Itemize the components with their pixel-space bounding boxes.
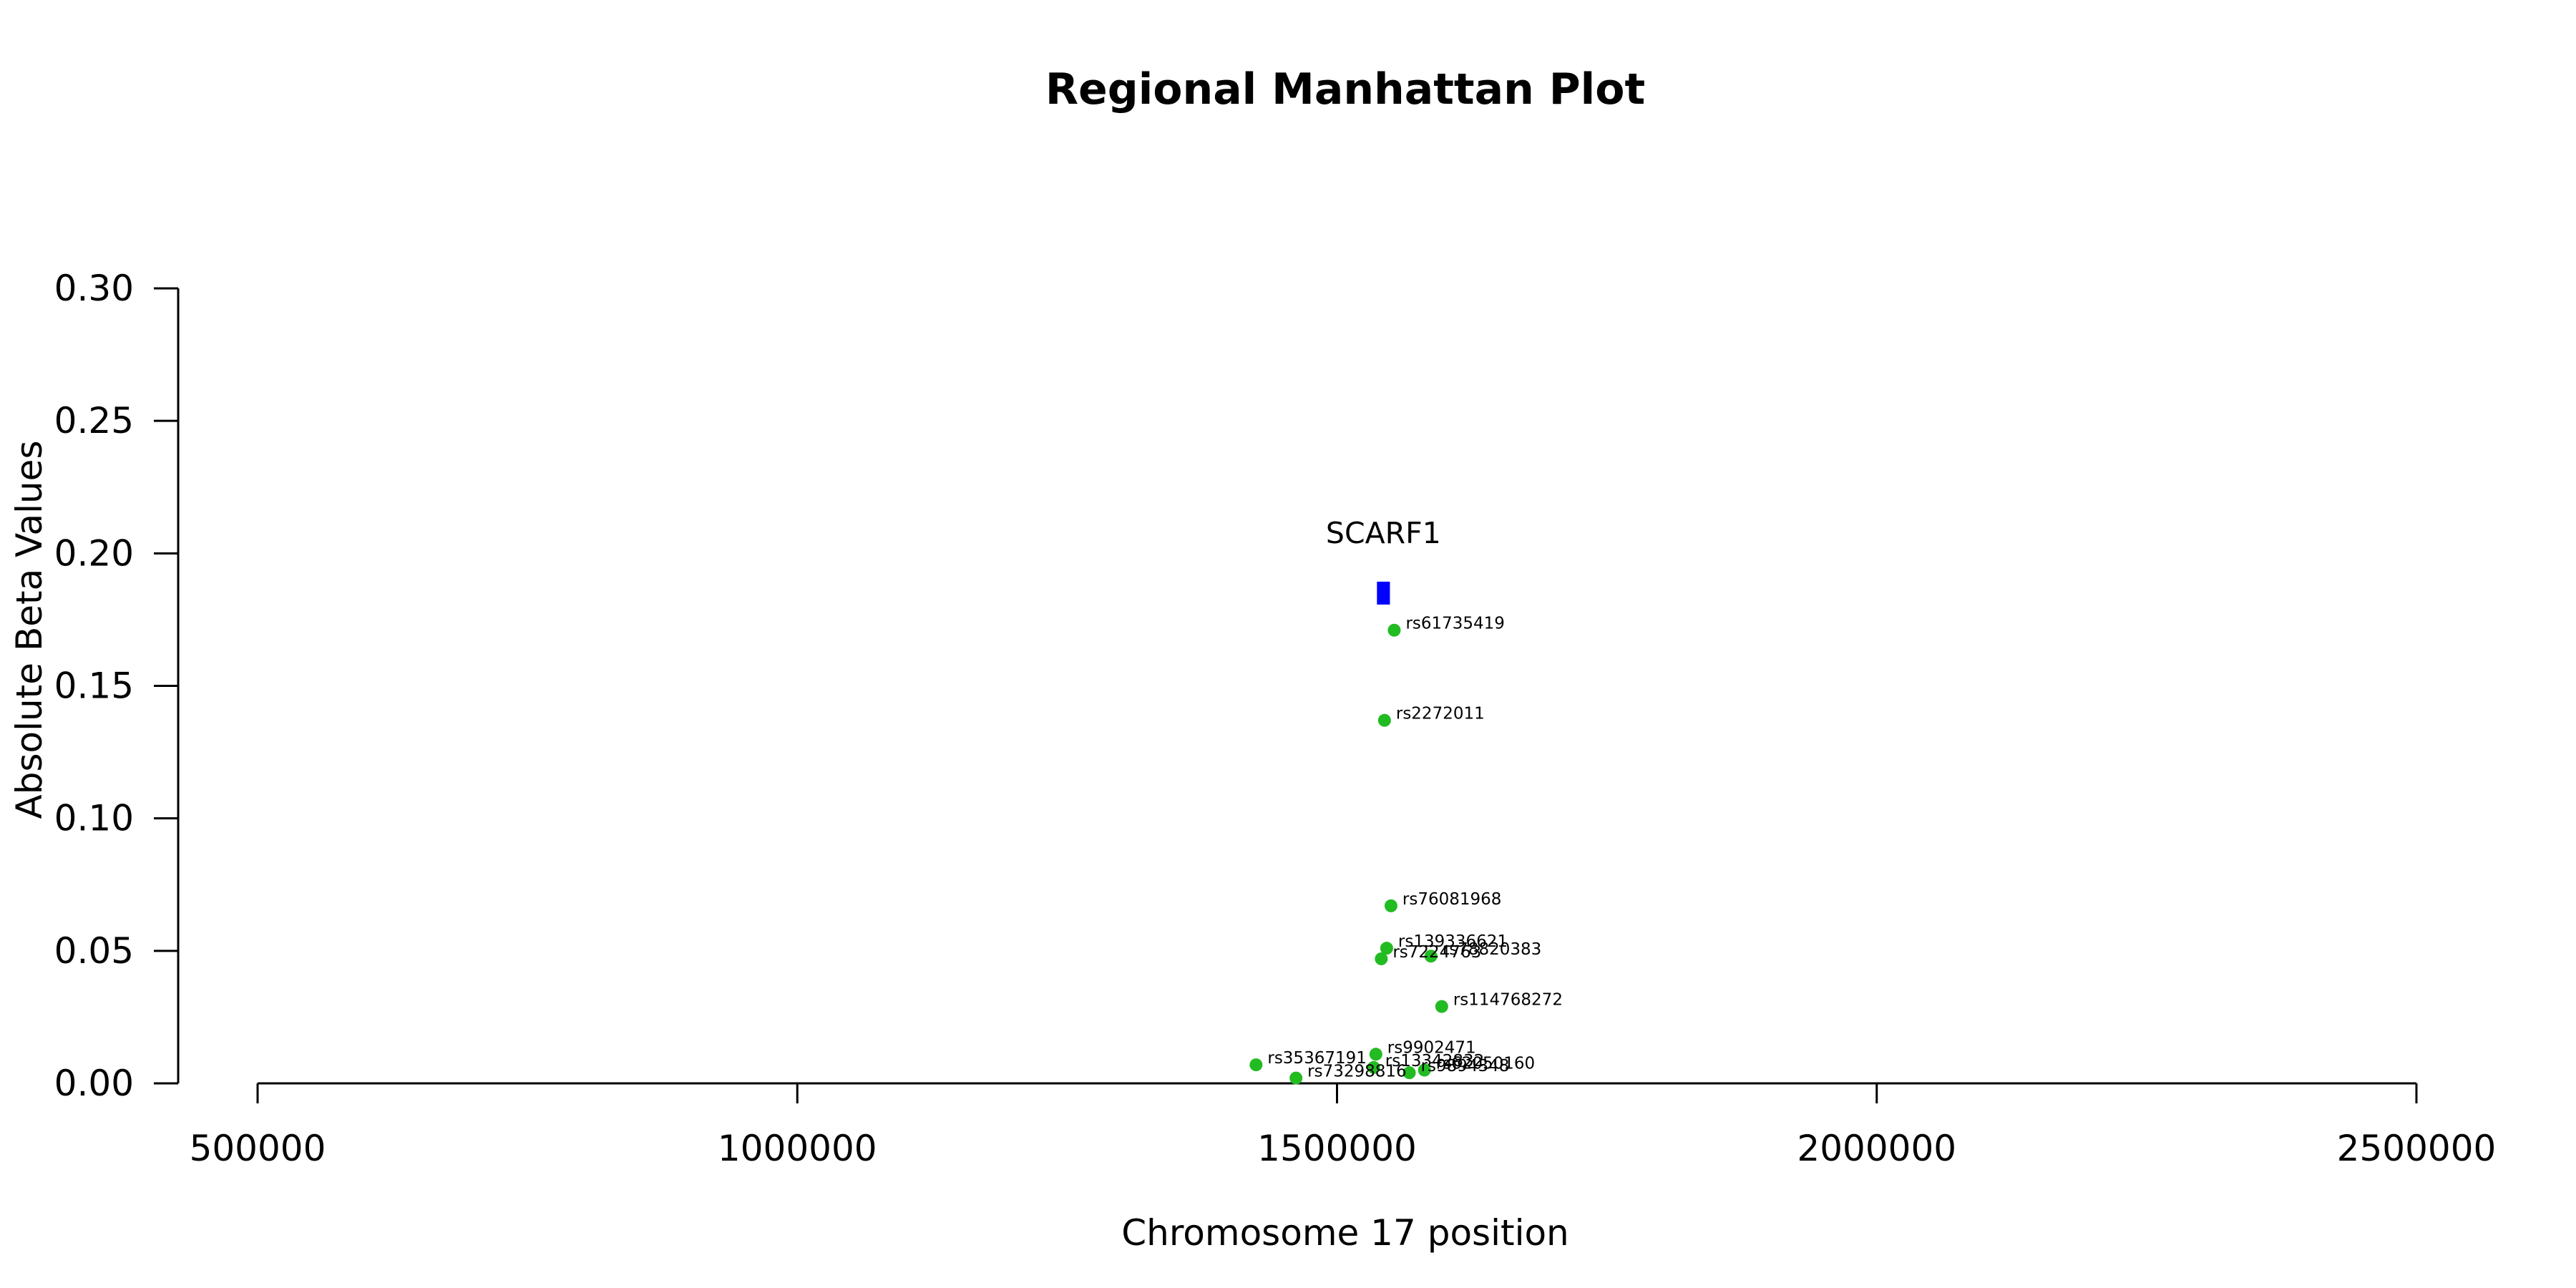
x-tick-label: 500000 [190,1128,326,1169]
y-axis: 0.00 0.05 0.10 0.15 0.20 0.25 0.30 [54,268,180,1104]
snp-label: rs78820383 [1443,940,1542,959]
snp-point [1418,1063,1431,1077]
snp-label: rs73298816 [1307,1063,1407,1081]
y-tick-label: 0.15 [54,665,134,707]
gene-label: SCARF1 [1326,516,1441,550]
gene-track: SCARF1 [1326,516,1441,605]
y-tick-label: 0.25 [54,400,134,441]
snp-point [1369,1048,1382,1061]
snp-point [1387,623,1401,637]
snp-point [1380,942,1393,955]
snp-label: rs9902471 [1387,1038,1476,1057]
chart-title: Regional Manhattan Plot [1045,64,1645,114]
x-tick-label: 1000000 [718,1128,877,1169]
snp-points: rs61735419 rs2272011 rs76081968 rs139336621… [1249,615,1563,1085]
snp-label: rs114768272 [1453,991,1563,1010]
snp-point [1402,1066,1416,1080]
snp-point [1377,713,1391,727]
x-axis: 500000 1000000 1500000 2000000 2500000 [190,1082,2497,1169]
snp-label: rs62050160 [1436,1054,1536,1073]
snp-point [1375,952,1388,965]
x-tick-label: 1500000 [1257,1128,1417,1169]
snp-point [1424,950,1438,963]
snp-label: rs61735419 [1405,615,1505,633]
y-tick-label: 0.05 [54,930,134,972]
snp-label: rs35367191 [1267,1049,1367,1068]
snp-point [1435,1000,1448,1013]
snp-point [1367,1060,1380,1074]
snp-label: rs9894348 [1421,1057,1510,1075]
snp-label: rs139336621 [1398,932,1508,951]
gene-bar [1377,581,1390,605]
y-tick-label: 0.10 [54,798,134,839]
snp-point [1289,1071,1303,1085]
snp-point [1384,899,1397,912]
snp-point [1249,1058,1263,1072]
snp-label: rs2272011 [1396,705,1485,723]
y-tick-label: 0.20 [54,532,134,574]
y-tick-label: 0.00 [54,1063,134,1104]
y-axis-label: Absolute Beta Values [9,441,50,819]
x-tick-label: 2500000 [2337,1128,2497,1169]
snp-label: rs76081968 [1402,890,1502,909]
x-tick-label: 2000000 [1797,1128,1956,1169]
y-tick-label: 0.30 [54,268,134,309]
x-axis-label: Chromosome 17 position [1121,1212,1569,1254]
snp-label: rs13342832 [1385,1052,1485,1070]
snp-label: rs7224763 [1392,943,1481,962]
